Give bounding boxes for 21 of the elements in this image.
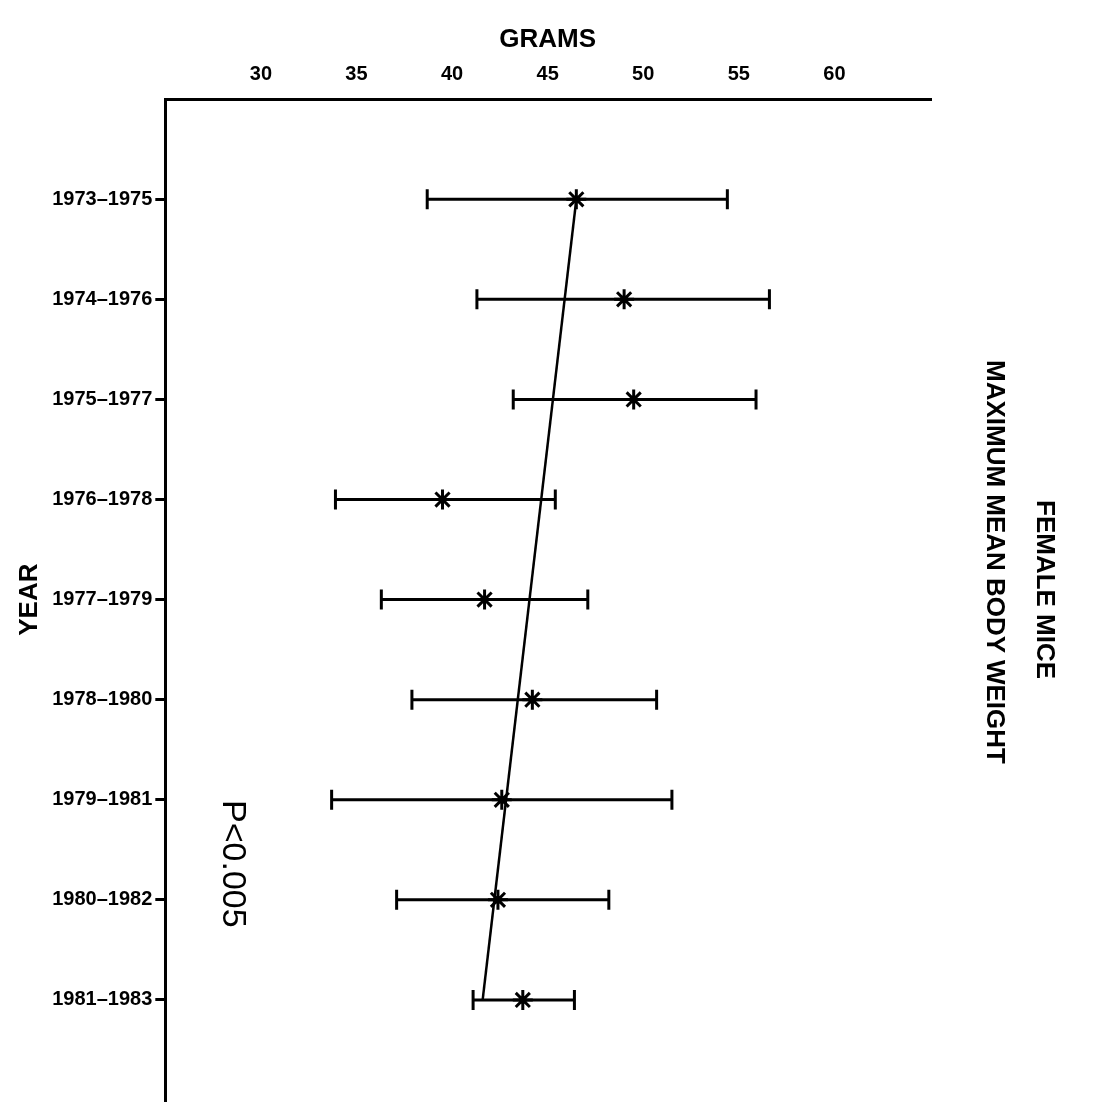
x-tick-label: 35: [345, 61, 368, 84]
y-tick-label: 1973–1975: [52, 186, 153, 209]
x-tick-label: 45: [536, 61, 559, 84]
x-tick-label: 30: [249, 61, 273, 84]
x-axis-title: GRAMS: [499, 22, 597, 53]
y-tick-label: 1981–1983: [52, 987, 153, 1010]
y-tick-label: 1974–1976: [52, 286, 153, 309]
text: MAXIMUM MEAN BODY WEIGHT: [980, 360, 1011, 764]
y-tick-label: 1975–1977: [52, 386, 153, 409]
x-tick-label: 60: [823, 61, 846, 84]
x-tick-label: 55: [727, 61, 750, 84]
x-tick-label: 50: [632, 61, 655, 84]
y-tick-label: 1976–1978: [52, 487, 153, 510]
annotation: P<0.005: [215, 800, 254, 928]
y-tick-label: 1977–1979: [52, 587, 153, 610]
y-tick-label: 1978–1980: [52, 687, 153, 710]
y-tick-label: 1979–1981: [52, 787, 153, 810]
text: FEMALE MICE: [1030, 500, 1061, 680]
x-tick-label: 40: [440, 61, 464, 84]
y-axis-title: YEAR: [12, 563, 43, 636]
y-tick-label: 1980–1982: [52, 887, 153, 910]
